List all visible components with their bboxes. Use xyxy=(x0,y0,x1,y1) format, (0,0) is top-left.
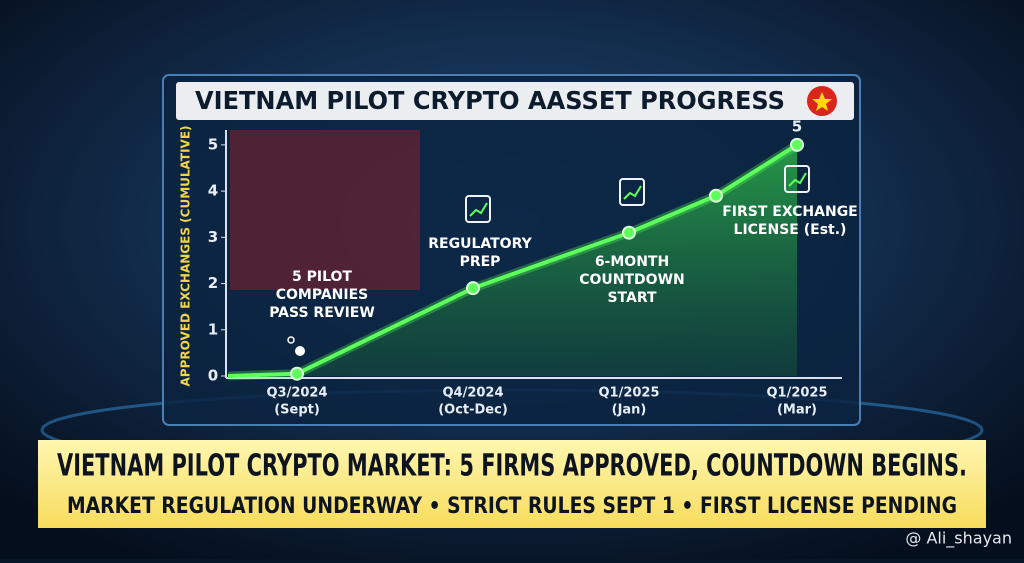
icon-chart xyxy=(788,172,807,187)
point xyxy=(466,281,480,296)
y-tick-label: 4 xyxy=(208,182,218,200)
chart-title: VIETNAM PILOT CRYPTO AASSET PROGRESS xyxy=(195,86,785,115)
x-tick-label: Q4/2024 xyxy=(442,386,503,401)
icon-chart xyxy=(469,202,488,217)
marker-dot xyxy=(295,346,305,356)
icon xyxy=(619,178,645,206)
line xyxy=(227,143,799,378)
banner xyxy=(38,440,986,528)
banner-subline: MARKET REGULATION UNDERWAY • STRICT RULE… xyxy=(67,494,957,519)
point xyxy=(290,366,304,381)
marker-ring xyxy=(287,336,295,344)
flag-star xyxy=(812,92,832,111)
annotation: FIRST EXCHANGE xyxy=(722,204,858,220)
point xyxy=(622,225,636,240)
annotation: LICENSE (Est.) xyxy=(734,222,847,238)
annotation: PASS REVIEW xyxy=(269,305,375,321)
x-tick-label: Q3/2024 xyxy=(266,386,327,401)
y-tick-label: 1 xyxy=(208,320,218,338)
watermark: @ Ali_shayan xyxy=(905,529,1012,549)
y-tick-label: 2 xyxy=(208,274,218,292)
point xyxy=(709,188,723,203)
data-label: 5 xyxy=(792,117,802,135)
annotation: COUNTDOWN xyxy=(579,272,685,288)
banner-headline: VIETNAM PILOT CRYPTO MARKET: 5 FIRMS APP… xyxy=(57,449,967,484)
x-tick-sublabel: (Jan) xyxy=(612,403,647,418)
annotation: PREP xyxy=(460,254,501,270)
title-bar xyxy=(176,82,854,120)
annotation: COMPANIES xyxy=(276,287,369,303)
x-tick-sublabel: (Mar) xyxy=(777,403,817,418)
annotation: START xyxy=(607,290,657,306)
y-tick-label: 0 xyxy=(208,367,218,385)
x-tick-label: Q1/2025 xyxy=(766,386,827,401)
x-tick-sublabel: (Sept) xyxy=(274,403,320,418)
icon-chart xyxy=(623,185,642,200)
annotation: REGULATORY xyxy=(428,236,532,252)
y-axis-title: APPROVED EXCHANGES (CUMULATIVE) xyxy=(179,125,193,386)
flag-backdrop xyxy=(230,130,420,290)
y-tick-label: 3 xyxy=(208,228,218,246)
annotation: 5 PILOT xyxy=(292,269,352,285)
point xyxy=(790,137,804,152)
x-tick-label: Q1/2025 xyxy=(598,386,659,401)
area xyxy=(228,144,797,376)
annotation: 6-MONTH xyxy=(595,254,669,270)
y-tick-label: 5 xyxy=(208,135,218,153)
x-tick-sublabel: (Oct-Dec) xyxy=(438,403,508,418)
icon xyxy=(784,165,810,193)
icon xyxy=(465,195,491,223)
